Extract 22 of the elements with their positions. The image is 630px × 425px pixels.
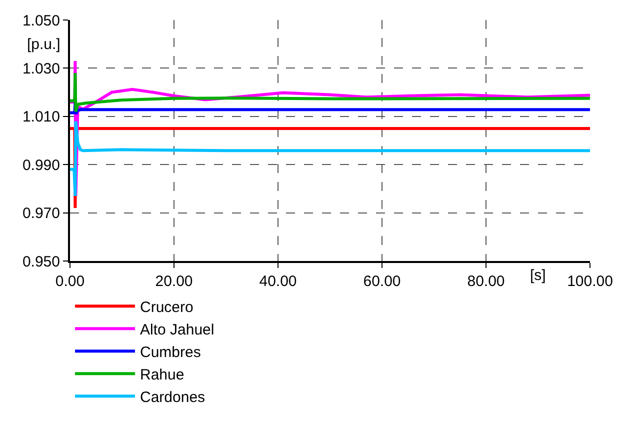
- x-tick-label: 40.00: [259, 273, 297, 290]
- legend-label: Crucero: [140, 299, 194, 316]
- y-tick-label: 0.970: [22, 205, 60, 222]
- x-tick-label: 20.00: [155, 273, 193, 290]
- y-tick-label: 0.990: [22, 156, 60, 174]
- x-tick-label: 0.00: [55, 273, 85, 290]
- y-tick-label: 1.030: [22, 60, 60, 78]
- y-tick-label: 1.050: [22, 12, 60, 30]
- legend-label: Rahue: [140, 366, 184, 384]
- x-tick-label: 80.00: [467, 273, 505, 290]
- x-tick-label: 100.00: [567, 273, 613, 290]
- x-tick-label: 60.00: [363, 273, 401, 290]
- x-axis-title: [s]: [530, 267, 546, 284]
- y-tick-label: 1.010: [22, 108, 60, 126]
- y-axis-title: [p.u.]: [27, 36, 60, 53]
- line-series: [70, 120, 590, 198]
- legend-label: Cumbres: [140, 344, 201, 362]
- legend-label: Cardones: [140, 389, 206, 406]
- legend-label: Alto Jahuel: [140, 322, 214, 339]
- y-tick-label: 0.950: [22, 253, 60, 270]
- line-series: [70, 100, 590, 116]
- line-series: [70, 72, 590, 114]
